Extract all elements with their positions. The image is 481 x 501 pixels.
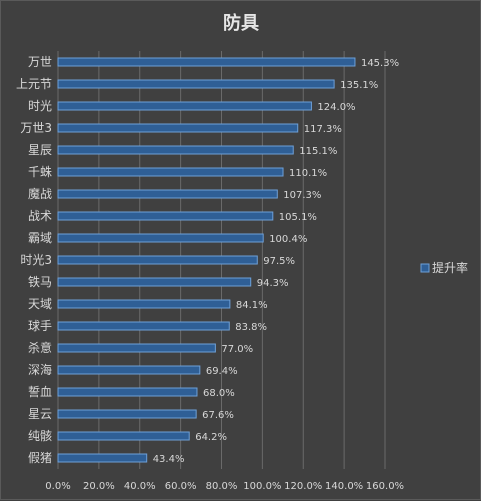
- chart-title: 防具: [223, 12, 259, 34]
- category-label: 万世: [28, 55, 52, 69]
- bar: [57, 343, 216, 353]
- data-label: 135.1%: [340, 80, 378, 91]
- category-label: 杀意: [28, 340, 52, 355]
- data-label: 117.3%: [304, 124, 342, 135]
- legend-swatch: [420, 263, 430, 273]
- category-label: 假猪: [28, 451, 52, 465]
- category-label: 时光3: [20, 253, 52, 267]
- bars: [57, 57, 356, 463]
- bar: [57, 365, 201, 375]
- bar: [57, 57, 356, 67]
- x-axis-tick-labels: 0.0% 20.0% 40.0% 60.0% 80.0% 100.0% 120.0% 140.…: [45, 481, 404, 492]
- category-label: 天域: [28, 297, 52, 311]
- category-label: 魔战: [28, 186, 52, 201]
- bar: [57, 123, 299, 133]
- data-label: 84.1%: [236, 300, 268, 311]
- bar: [57, 431, 190, 441]
- bar: [57, 277, 252, 287]
- data-label: 69.4%: [206, 366, 238, 377]
- data-label: 43.4%: [153, 454, 185, 465]
- bar: [57, 233, 264, 243]
- bar: [57, 387, 198, 397]
- category-label: 纯骸: [28, 429, 52, 443]
- data-label: 115.1%: [299, 146, 337, 157]
- x-tick-label: 0.0%: [45, 481, 70, 492]
- bar: [57, 101, 312, 111]
- x-tick-label: 120.0%: [284, 481, 322, 492]
- data-label: 97.5%: [263, 256, 295, 267]
- data-label: 68.0%: [203, 388, 235, 399]
- bar: [57, 321, 230, 331]
- data-label: 124.0%: [317, 102, 355, 113]
- x-tick-label: 140.0%: [325, 481, 363, 492]
- bar: [57, 211, 274, 221]
- x-tick-label: 60.0%: [165, 481, 197, 492]
- bar: [57, 167, 284, 177]
- x-tick-label: 40.0%: [124, 481, 156, 492]
- data-label: 94.3%: [257, 278, 289, 289]
- bar: [57, 79, 335, 89]
- value-labels: 145.3% 135.1% 124.0% 117.3% 115.1% 110.1% 107.…: [153, 58, 399, 465]
- data-label: 107.3%: [283, 190, 321, 201]
- category-label: 星辰: [28, 143, 52, 157]
- legend-label: 提升率: [432, 260, 468, 275]
- category-label: 万世3: [20, 121, 52, 135]
- category-label: 誓血: [28, 385, 52, 399]
- category-label: 深海: [28, 362, 52, 377]
- data-label: 105.1%: [279, 212, 317, 223]
- category-label: 霸域: [28, 231, 52, 245]
- data-label: 83.8%: [235, 322, 267, 333]
- bar: [57, 299, 231, 309]
- bar: [57, 189, 278, 199]
- category-label: 铁马: [28, 275, 52, 289]
- category-label: 球手: [28, 319, 52, 333]
- data-label: 64.2%: [195, 432, 227, 443]
- data-label: 100.4%: [269, 234, 307, 245]
- data-label: 110.1%: [289, 168, 327, 179]
- bar: [57, 255, 258, 265]
- x-tick-label: 20.0%: [83, 481, 115, 492]
- bar: [57, 453, 148, 463]
- bar: [57, 145, 294, 155]
- legend: 提升率: [420, 260, 468, 275]
- category-label: 战术: [28, 209, 52, 223]
- category-label: 上元节: [16, 77, 52, 91]
- category-label: 千蛛: [28, 164, 52, 179]
- category-label: 星云: [28, 407, 52, 421]
- category-label: 时光: [28, 99, 52, 113]
- x-tick-label: 160.0%: [366, 481, 404, 492]
- x-tick-label: 100.0%: [243, 481, 281, 492]
- data-label: 67.6%: [202, 410, 234, 421]
- data-label: 145.3%: [361, 58, 399, 69]
- bar: [57, 409, 197, 419]
- data-label: 77.0%: [221, 344, 253, 355]
- x-tick-label: 80.0%: [206, 481, 238, 492]
